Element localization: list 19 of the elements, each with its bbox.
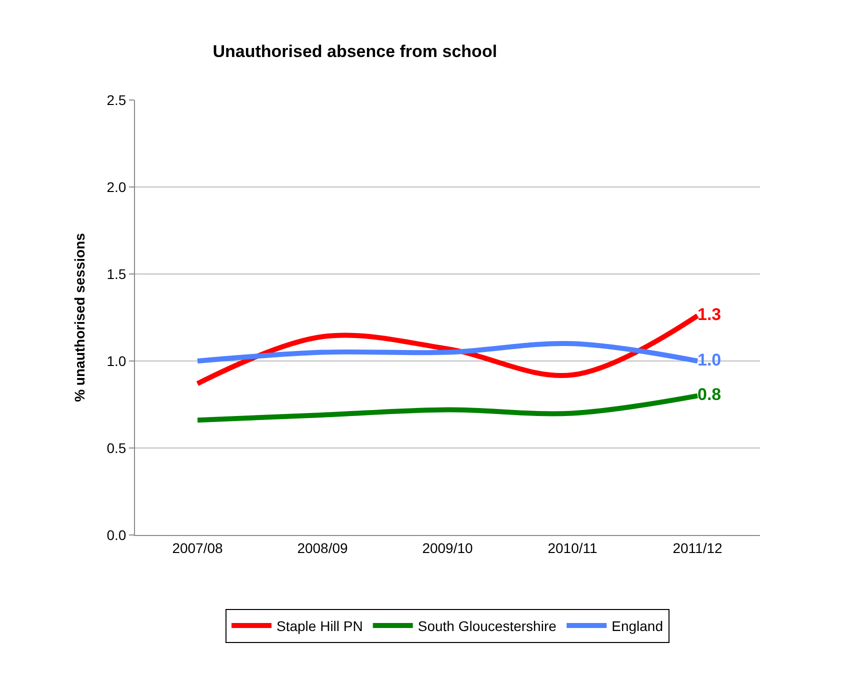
legend-label: England [612,618,663,634]
legend-label: Staple Hill PN [276,618,363,634]
x-tick-label: 2007/08 [172,540,224,556]
legend-label: South Gloucestershire [418,618,557,634]
y-tick-label: 1.0 [106,352,126,369]
y-tick-label: 1.5 [106,266,126,282]
x-tick-label: 2011/12 [672,540,722,556]
data-label: 0.8 [698,385,722,404]
data-label: 1.0 [698,350,722,370]
y-axis-title: % unauthorised sessions [71,232,88,402]
y-tick-label: 0.5 [106,440,126,456]
data-label: 1.3 [698,305,722,324]
x-tick-label: 2010/11 [548,540,598,556]
chart-title: Unauthorised absence from school [212,42,498,61]
y-tick-label: 2.0 [106,178,126,195]
x-tick-label: 2008/09 [297,540,348,556]
y-tick-label: 2.5 [106,92,126,108]
x-tick-label: 2009/10 [422,540,474,556]
y-tick-label: 0.0 [106,526,126,543]
